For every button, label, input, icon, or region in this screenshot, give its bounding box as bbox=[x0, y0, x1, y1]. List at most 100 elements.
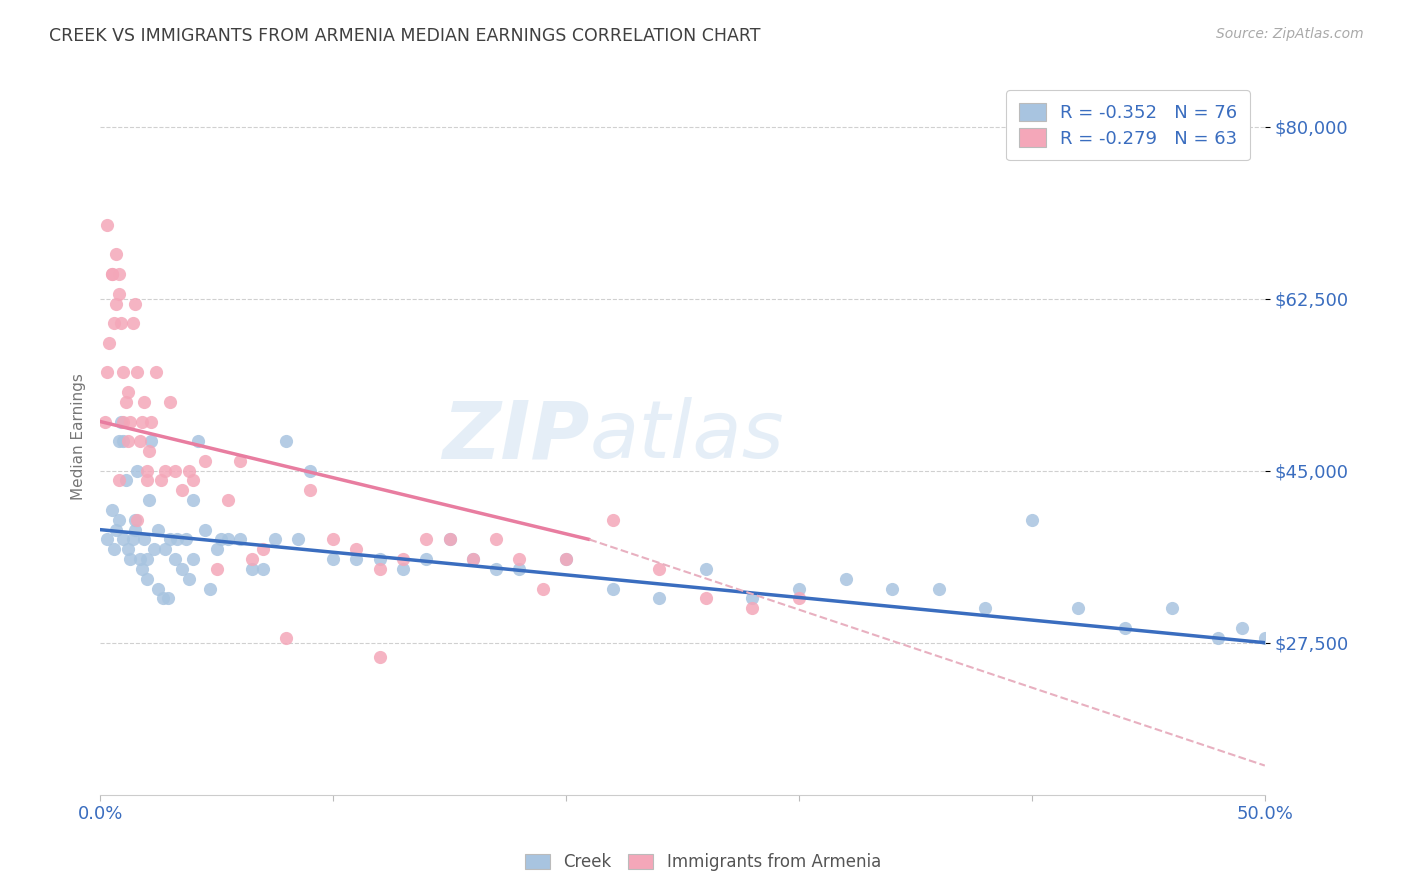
Point bbox=[124, 296, 146, 310]
Point bbox=[135, 572, 157, 586]
Point bbox=[107, 434, 129, 449]
Point bbox=[96, 218, 118, 232]
Point bbox=[135, 474, 157, 488]
Point bbox=[166, 533, 188, 547]
Point bbox=[602, 582, 624, 596]
Point bbox=[135, 552, 157, 566]
Point bbox=[110, 415, 132, 429]
Point bbox=[155, 464, 177, 478]
Point bbox=[103, 542, 125, 557]
Point bbox=[112, 365, 135, 379]
Point bbox=[181, 474, 204, 488]
Point bbox=[461, 552, 484, 566]
Point bbox=[368, 552, 391, 566]
Point bbox=[439, 533, 461, 547]
Legend: Creek, Immigrants from Armenia: Creek, Immigrants from Armenia bbox=[517, 845, 889, 880]
Y-axis label: Median Earnings: Median Earnings bbox=[72, 373, 86, 500]
Point bbox=[114, 394, 136, 409]
Point bbox=[368, 562, 391, 576]
Point bbox=[485, 533, 508, 547]
Point bbox=[229, 533, 252, 547]
Point bbox=[156, 591, 179, 606]
Point bbox=[344, 542, 367, 557]
Point bbox=[928, 582, 950, 596]
Point bbox=[555, 552, 578, 566]
Point bbox=[298, 464, 321, 478]
Point bbox=[555, 552, 578, 566]
Point bbox=[135, 464, 157, 478]
Point bbox=[94, 415, 117, 429]
Point bbox=[114, 474, 136, 488]
Point bbox=[240, 562, 263, 576]
Point bbox=[176, 533, 198, 547]
Point bbox=[485, 562, 508, 576]
Point bbox=[141, 434, 163, 449]
Point bbox=[415, 552, 437, 566]
Point bbox=[368, 650, 391, 665]
Point bbox=[209, 533, 232, 547]
Point bbox=[141, 415, 163, 429]
Point bbox=[287, 533, 309, 547]
Point bbox=[127, 365, 149, 379]
Text: ZIP: ZIP bbox=[441, 397, 589, 475]
Legend: R = -0.352   N = 76, R = -0.279   N = 63: R = -0.352 N = 76, R = -0.279 N = 63 bbox=[1007, 90, 1250, 161]
Point bbox=[110, 316, 132, 330]
Point bbox=[134, 533, 156, 547]
Point bbox=[1067, 601, 1090, 615]
Point bbox=[181, 493, 204, 508]
Point bbox=[217, 493, 239, 508]
Point bbox=[98, 335, 121, 350]
Point bbox=[322, 552, 344, 566]
Point bbox=[177, 572, 200, 586]
Point bbox=[112, 533, 135, 547]
Point bbox=[194, 454, 217, 468]
Point bbox=[107, 474, 129, 488]
Point bbox=[392, 552, 415, 566]
Point bbox=[100, 267, 122, 281]
Point bbox=[415, 533, 437, 547]
Point bbox=[163, 552, 186, 566]
Point bbox=[96, 365, 118, 379]
Point bbox=[148, 523, 170, 537]
Point bbox=[648, 591, 671, 606]
Point bbox=[138, 493, 160, 508]
Point bbox=[1254, 631, 1277, 645]
Point bbox=[217, 533, 239, 547]
Point bbox=[461, 552, 484, 566]
Point bbox=[276, 631, 298, 645]
Point bbox=[107, 267, 129, 281]
Point bbox=[148, 582, 170, 596]
Point bbox=[974, 601, 997, 615]
Point bbox=[112, 434, 135, 449]
Point bbox=[1230, 621, 1253, 635]
Point bbox=[100, 267, 122, 281]
Point bbox=[1021, 513, 1043, 527]
Point bbox=[695, 591, 717, 606]
Point bbox=[159, 533, 181, 547]
Point bbox=[181, 552, 204, 566]
Point bbox=[117, 434, 139, 449]
Point bbox=[100, 503, 122, 517]
Point bbox=[155, 542, 177, 557]
Point bbox=[741, 591, 763, 606]
Point bbox=[120, 552, 142, 566]
Point bbox=[187, 434, 209, 449]
Point bbox=[787, 591, 810, 606]
Point bbox=[787, 582, 810, 596]
Point bbox=[834, 572, 856, 586]
Point bbox=[229, 454, 252, 468]
Point bbox=[194, 523, 217, 537]
Text: Source: ZipAtlas.com: Source: ZipAtlas.com bbox=[1216, 27, 1364, 41]
Point bbox=[170, 562, 193, 576]
Point bbox=[128, 552, 150, 566]
Point bbox=[531, 582, 554, 596]
Point bbox=[602, 513, 624, 527]
Point bbox=[205, 542, 228, 557]
Point bbox=[124, 523, 146, 537]
Point bbox=[131, 562, 153, 576]
Point bbox=[107, 286, 129, 301]
Point bbox=[120, 415, 142, 429]
Point bbox=[1114, 621, 1136, 635]
Point bbox=[134, 394, 156, 409]
Point bbox=[298, 483, 321, 498]
